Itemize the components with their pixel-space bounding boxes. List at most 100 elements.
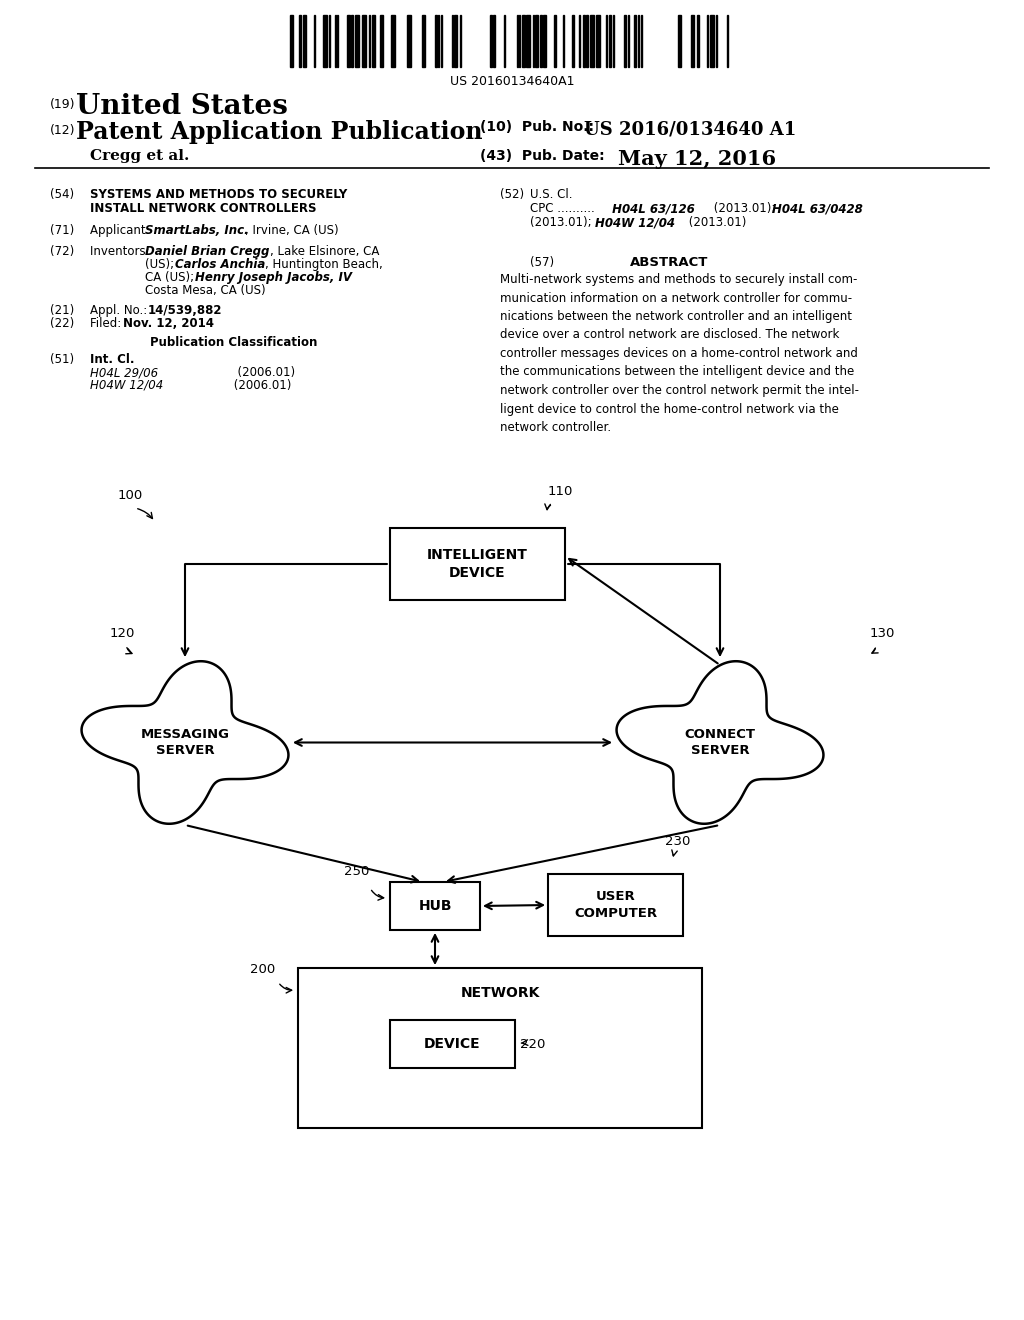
Text: Patent Application Publication: Patent Application Publication (76, 120, 482, 144)
Bar (543, 15, 546, 67)
Text: CONNECT
SERVER: CONNECT SERVER (684, 727, 756, 758)
Text: (US);: (US); (145, 257, 178, 271)
Text: 100: 100 (118, 488, 143, 502)
Text: Carlos Anchia: Carlos Anchia (175, 257, 265, 271)
Bar (303, 15, 306, 67)
Bar (554, 15, 556, 67)
Bar (390, 1020, 515, 1068)
Text: 110: 110 (548, 484, 573, 498)
Bar (290, 15, 293, 67)
Text: Applicant:: Applicant: (90, 224, 154, 238)
Text: DEVICE: DEVICE (424, 1038, 481, 1051)
Bar (540, 15, 542, 67)
Text: Appl. No.:: Appl. No.: (90, 304, 151, 317)
Text: H04W 12/04: H04W 12/04 (90, 379, 163, 392)
Bar (634, 15, 636, 67)
Text: H04L 29/06: H04L 29/06 (90, 366, 158, 379)
Text: (19): (19) (50, 98, 76, 111)
Text: (2013.01): (2013.01) (685, 216, 746, 228)
Bar (583, 15, 585, 67)
Text: MESSAGING
SERVER: MESSAGING SERVER (140, 727, 229, 758)
Text: (51): (51) (50, 352, 74, 366)
Text: , Lake Elsinore, CA: , Lake Elsinore, CA (270, 246, 379, 257)
Text: Nov. 12, 2014: Nov. 12, 2014 (123, 317, 214, 330)
Text: 200: 200 (250, 964, 275, 975)
Bar (526, 15, 530, 67)
Bar (298, 968, 702, 1129)
Polygon shape (616, 661, 823, 824)
Text: 220: 220 (520, 1038, 546, 1051)
Text: ABSTRACT: ABSTRACT (630, 256, 709, 269)
Text: U.S. Cl.: U.S. Cl. (530, 187, 572, 201)
Text: United States: United States (76, 92, 288, 120)
Text: Cregg et al.: Cregg et al. (90, 149, 189, 162)
Text: Costa Mesa, CA (US): Costa Mesa, CA (US) (145, 284, 265, 297)
Bar (407, 15, 411, 67)
Text: 250: 250 (344, 865, 370, 878)
Bar (609, 15, 611, 67)
Bar (572, 15, 574, 67)
Bar (454, 15, 457, 67)
Bar (435, 15, 437, 67)
Bar (391, 15, 395, 67)
Bar (678, 15, 681, 67)
Text: USER
COMPUTER: USER COMPUTER (573, 890, 657, 920)
Text: US 2016/0134640 A1: US 2016/0134640 A1 (584, 120, 797, 139)
Text: Int. Cl.: Int. Cl. (90, 352, 134, 366)
Text: SYSTEMS AND METHODS TO SECURELY: SYSTEMS AND METHODS TO SECURELY (90, 187, 347, 201)
Bar (624, 15, 626, 67)
Bar (347, 15, 350, 67)
Bar (362, 15, 366, 67)
Text: 130: 130 (870, 627, 895, 640)
Text: 14/539,882: 14/539,882 (148, 304, 222, 317)
Bar (596, 15, 600, 67)
Text: (12): (12) (50, 124, 76, 137)
Text: (72): (72) (50, 246, 75, 257)
Bar (522, 15, 525, 67)
Text: 230: 230 (665, 836, 690, 847)
Text: 120: 120 (110, 627, 135, 640)
Text: (22): (22) (50, 317, 75, 330)
Polygon shape (82, 661, 289, 824)
Text: (2013.01);: (2013.01); (530, 216, 595, 228)
Bar (355, 15, 359, 67)
Text: (2006.01): (2006.01) (200, 366, 295, 379)
Text: (52): (52) (500, 187, 524, 201)
Text: US 20160134640A1: US 20160134640A1 (450, 75, 574, 88)
Text: H04L 63/126: H04L 63/126 (608, 202, 694, 215)
Text: INTELLIGENT
DEVICE: INTELLIGENT DEVICE (427, 548, 528, 581)
Bar (351, 15, 353, 67)
Bar (710, 15, 714, 67)
Bar (390, 528, 565, 601)
Bar (586, 15, 588, 67)
Bar (590, 15, 594, 67)
Text: , Irvine, CA (US): , Irvine, CA (US) (245, 224, 339, 238)
Text: (57): (57) (530, 256, 554, 269)
Bar (490, 15, 492, 67)
Text: Inventors:: Inventors: (90, 246, 154, 257)
Bar (372, 15, 375, 67)
Text: Filed:: Filed: (90, 317, 125, 330)
Text: (10)  Pub. No.:: (10) Pub. No.: (480, 120, 604, 135)
Text: CA (US);: CA (US); (145, 271, 198, 284)
Text: INSTALL NETWORK CONTROLLERS: INSTALL NETWORK CONTROLLERS (90, 202, 316, 215)
Text: (21): (21) (50, 304, 75, 317)
Bar (691, 15, 694, 67)
Text: (2006.01): (2006.01) (200, 379, 292, 392)
Bar (548, 874, 683, 936)
Bar (380, 15, 383, 67)
Bar (299, 15, 301, 67)
Bar (535, 15, 538, 67)
Text: H04L 63/0428: H04L 63/0428 (772, 202, 863, 215)
Text: Henry Joseph Jacobs, IV: Henry Joseph Jacobs, IV (195, 271, 352, 284)
Text: Multi-network systems and methods to securely install com-
munication informatio: Multi-network systems and methods to sec… (500, 273, 859, 434)
Text: Publication Classification: Publication Classification (150, 337, 317, 348)
Text: (54): (54) (50, 187, 74, 201)
Bar (323, 15, 327, 67)
Bar (493, 15, 495, 67)
Text: Daniel Brian Cregg: Daniel Brian Cregg (145, 246, 269, 257)
Text: (71): (71) (50, 224, 75, 238)
Text: NETWORK: NETWORK (461, 986, 540, 1001)
Text: , Huntington Beach,: , Huntington Beach, (265, 257, 383, 271)
Text: SmartLabs, Inc.: SmartLabs, Inc. (145, 224, 249, 238)
